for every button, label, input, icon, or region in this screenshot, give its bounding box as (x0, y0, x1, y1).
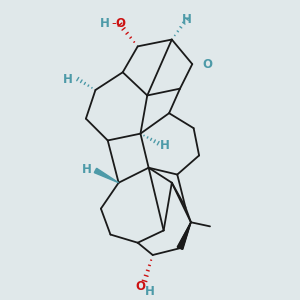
Polygon shape (94, 168, 118, 183)
Text: H: H (182, 13, 192, 26)
Text: O: O (115, 17, 125, 30)
Text: H: H (145, 285, 154, 298)
Text: -: - (112, 17, 116, 30)
Text: H: H (160, 140, 170, 152)
Text: O: O (136, 280, 146, 293)
Text: H: H (100, 17, 110, 30)
Text: H: H (82, 163, 92, 176)
Polygon shape (177, 222, 191, 249)
Text: H: H (63, 73, 73, 85)
Polygon shape (178, 222, 191, 249)
Text: O: O (202, 58, 212, 70)
